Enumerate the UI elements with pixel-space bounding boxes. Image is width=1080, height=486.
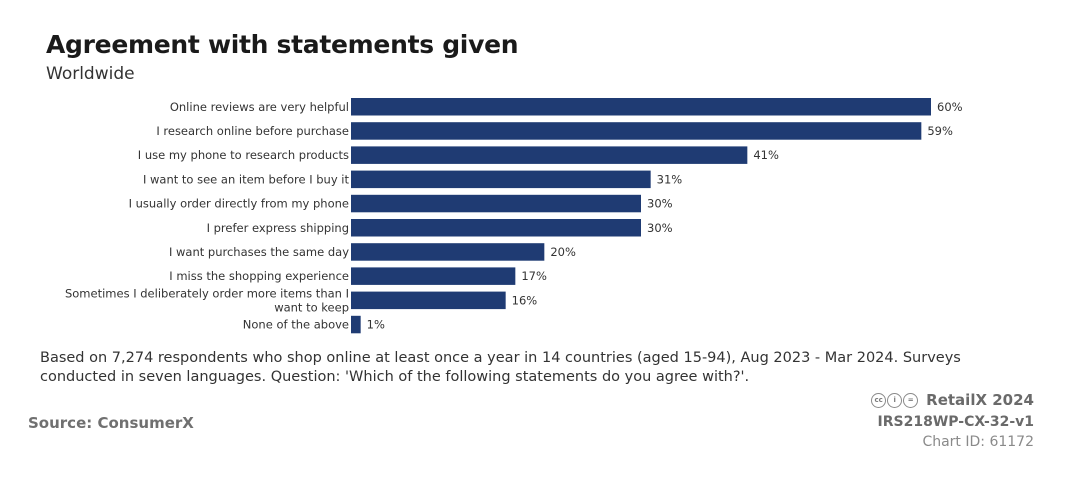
data-label: 60% <box>937 100 963 114</box>
bar <box>351 146 748 164</box>
bar <box>351 219 641 237</box>
category-label: None of the above <box>243 318 349 332</box>
bar <box>351 122 922 140</box>
data-label: 16% <box>512 293 538 307</box>
data-label: 41% <box>753 148 779 162</box>
brand-label: RetailX 2024 <box>926 391 1034 409</box>
category-label: I usually order directly from my phone <box>129 197 349 211</box>
category-label: I want to see an item before I buy it <box>143 172 350 186</box>
chart-code: IRS218WP-CX-32-v1 <box>877 414 1034 430</box>
bar <box>351 291 506 310</box>
cc-icon: cc <box>871 392 887 408</box>
license-icons: cc i = <box>871 392 919 408</box>
data-label: 20% <box>550 245 576 259</box>
category-label: Sometimes I deliberately order more item… <box>65 286 349 314</box>
chart-title: Agreement with statements given <box>46 30 519 59</box>
data-label: 30% <box>647 197 673 211</box>
category-label: I miss the shopping experience <box>169 269 349 283</box>
methodology-note: Based on 7,274 respondents who shop onli… <box>40 350 961 385</box>
category-label: I prefer express shipping <box>207 221 349 235</box>
bar <box>351 267 516 285</box>
data-label: 30% <box>647 221 673 235</box>
nd-icon: = <box>903 392 919 408</box>
category-label: I use my phone to research products <box>138 148 349 162</box>
brand-row: cc i = RetailX 2024 <box>871 391 1034 409</box>
data-label: 17% <box>521 269 547 283</box>
bar <box>351 194 641 213</box>
category-label: Online reviews are very helpful <box>170 100 349 114</box>
bar <box>351 98 931 116</box>
data-label: 59% <box>927 124 953 138</box>
source-label: Source: ConsumerX <box>28 414 194 432</box>
data-label: 1% <box>367 318 385 332</box>
data-label: 31% <box>657 172 683 186</box>
chart-id: Chart ID: 61172 <box>922 434 1034 450</box>
category-label: I research online before purchase <box>156 124 349 138</box>
bar-chart: 60% Online reviews are very helpful 59% I r… <box>65 98 963 334</box>
category-label: I want purchases the same day <box>169 245 349 259</box>
chart-subtitle: Worldwide <box>46 64 135 84</box>
bar <box>351 170 651 189</box>
bar <box>351 315 361 334</box>
by-icon: i <box>887 392 903 408</box>
bar <box>351 243 545 261</box>
